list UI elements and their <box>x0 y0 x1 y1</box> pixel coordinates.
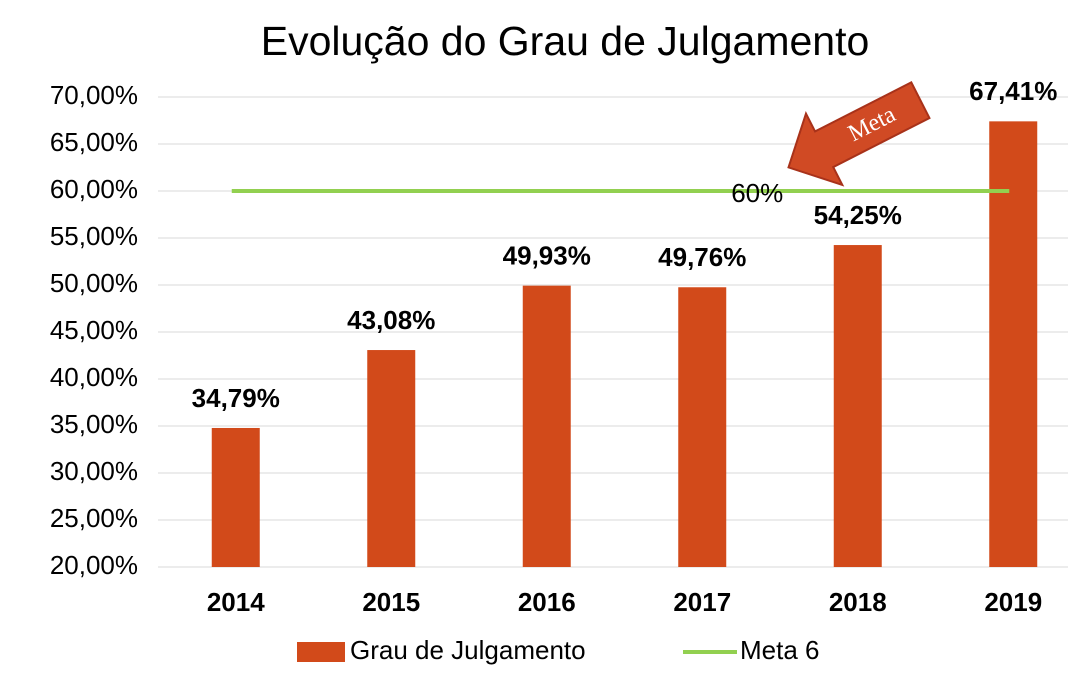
data-label: 43,08% <box>347 305 435 335</box>
y-tick-label: 40,00% <box>50 362 138 392</box>
legend-label: Meta 6 <box>740 635 820 665</box>
y-tick-label: 65,00% <box>50 127 138 157</box>
chart-title: Evolução do Grau de Julgamento <box>261 18 870 64</box>
legend-label: Grau de Julgamento <box>350 635 586 665</box>
y-tick-label: 60,00% <box>50 174 138 204</box>
x-tick-label: 2019 <box>984 587 1042 617</box>
y-tick-label: 35,00% <box>50 409 138 439</box>
y-tick-label: 20,00% <box>50 550 138 580</box>
data-label: 54,25% <box>814 200 902 230</box>
bar <box>522 285 571 567</box>
annotation-arrow: Meta <box>787 81 931 187</box>
x-tick-label: 2014 <box>207 587 265 617</box>
y-tick-label: 55,00% <box>50 221 138 251</box>
y-tick-label: 30,00% <box>50 456 138 486</box>
y-tick-label: 25,00% <box>50 503 138 533</box>
data-label: 34,79% <box>192 383 280 413</box>
legend-swatch <box>297 642 345 662</box>
data-label: 60% <box>731 178 783 208</box>
y-tick-label: 50,00% <box>50 268 138 298</box>
data-label: 67,41% <box>969 76 1057 106</box>
bar <box>211 427 260 567</box>
arrow-shape <box>787 81 931 187</box>
x-tick-label: 2018 <box>829 587 887 617</box>
bar <box>367 350 416 567</box>
x-tick-label: 2015 <box>362 587 420 617</box>
data-label: 49,76% <box>658 242 746 272</box>
bar <box>989 121 1038 567</box>
x-tick-label: 2016 <box>518 587 576 617</box>
bar <box>678 287 727 567</box>
data-label: 49,93% <box>503 241 591 271</box>
y-tick-label: 70,00% <box>50 80 138 110</box>
bar <box>833 245 882 568</box>
y-tick-label: 45,00% <box>50 315 138 345</box>
x-tick-label: 2017 <box>673 587 731 617</box>
